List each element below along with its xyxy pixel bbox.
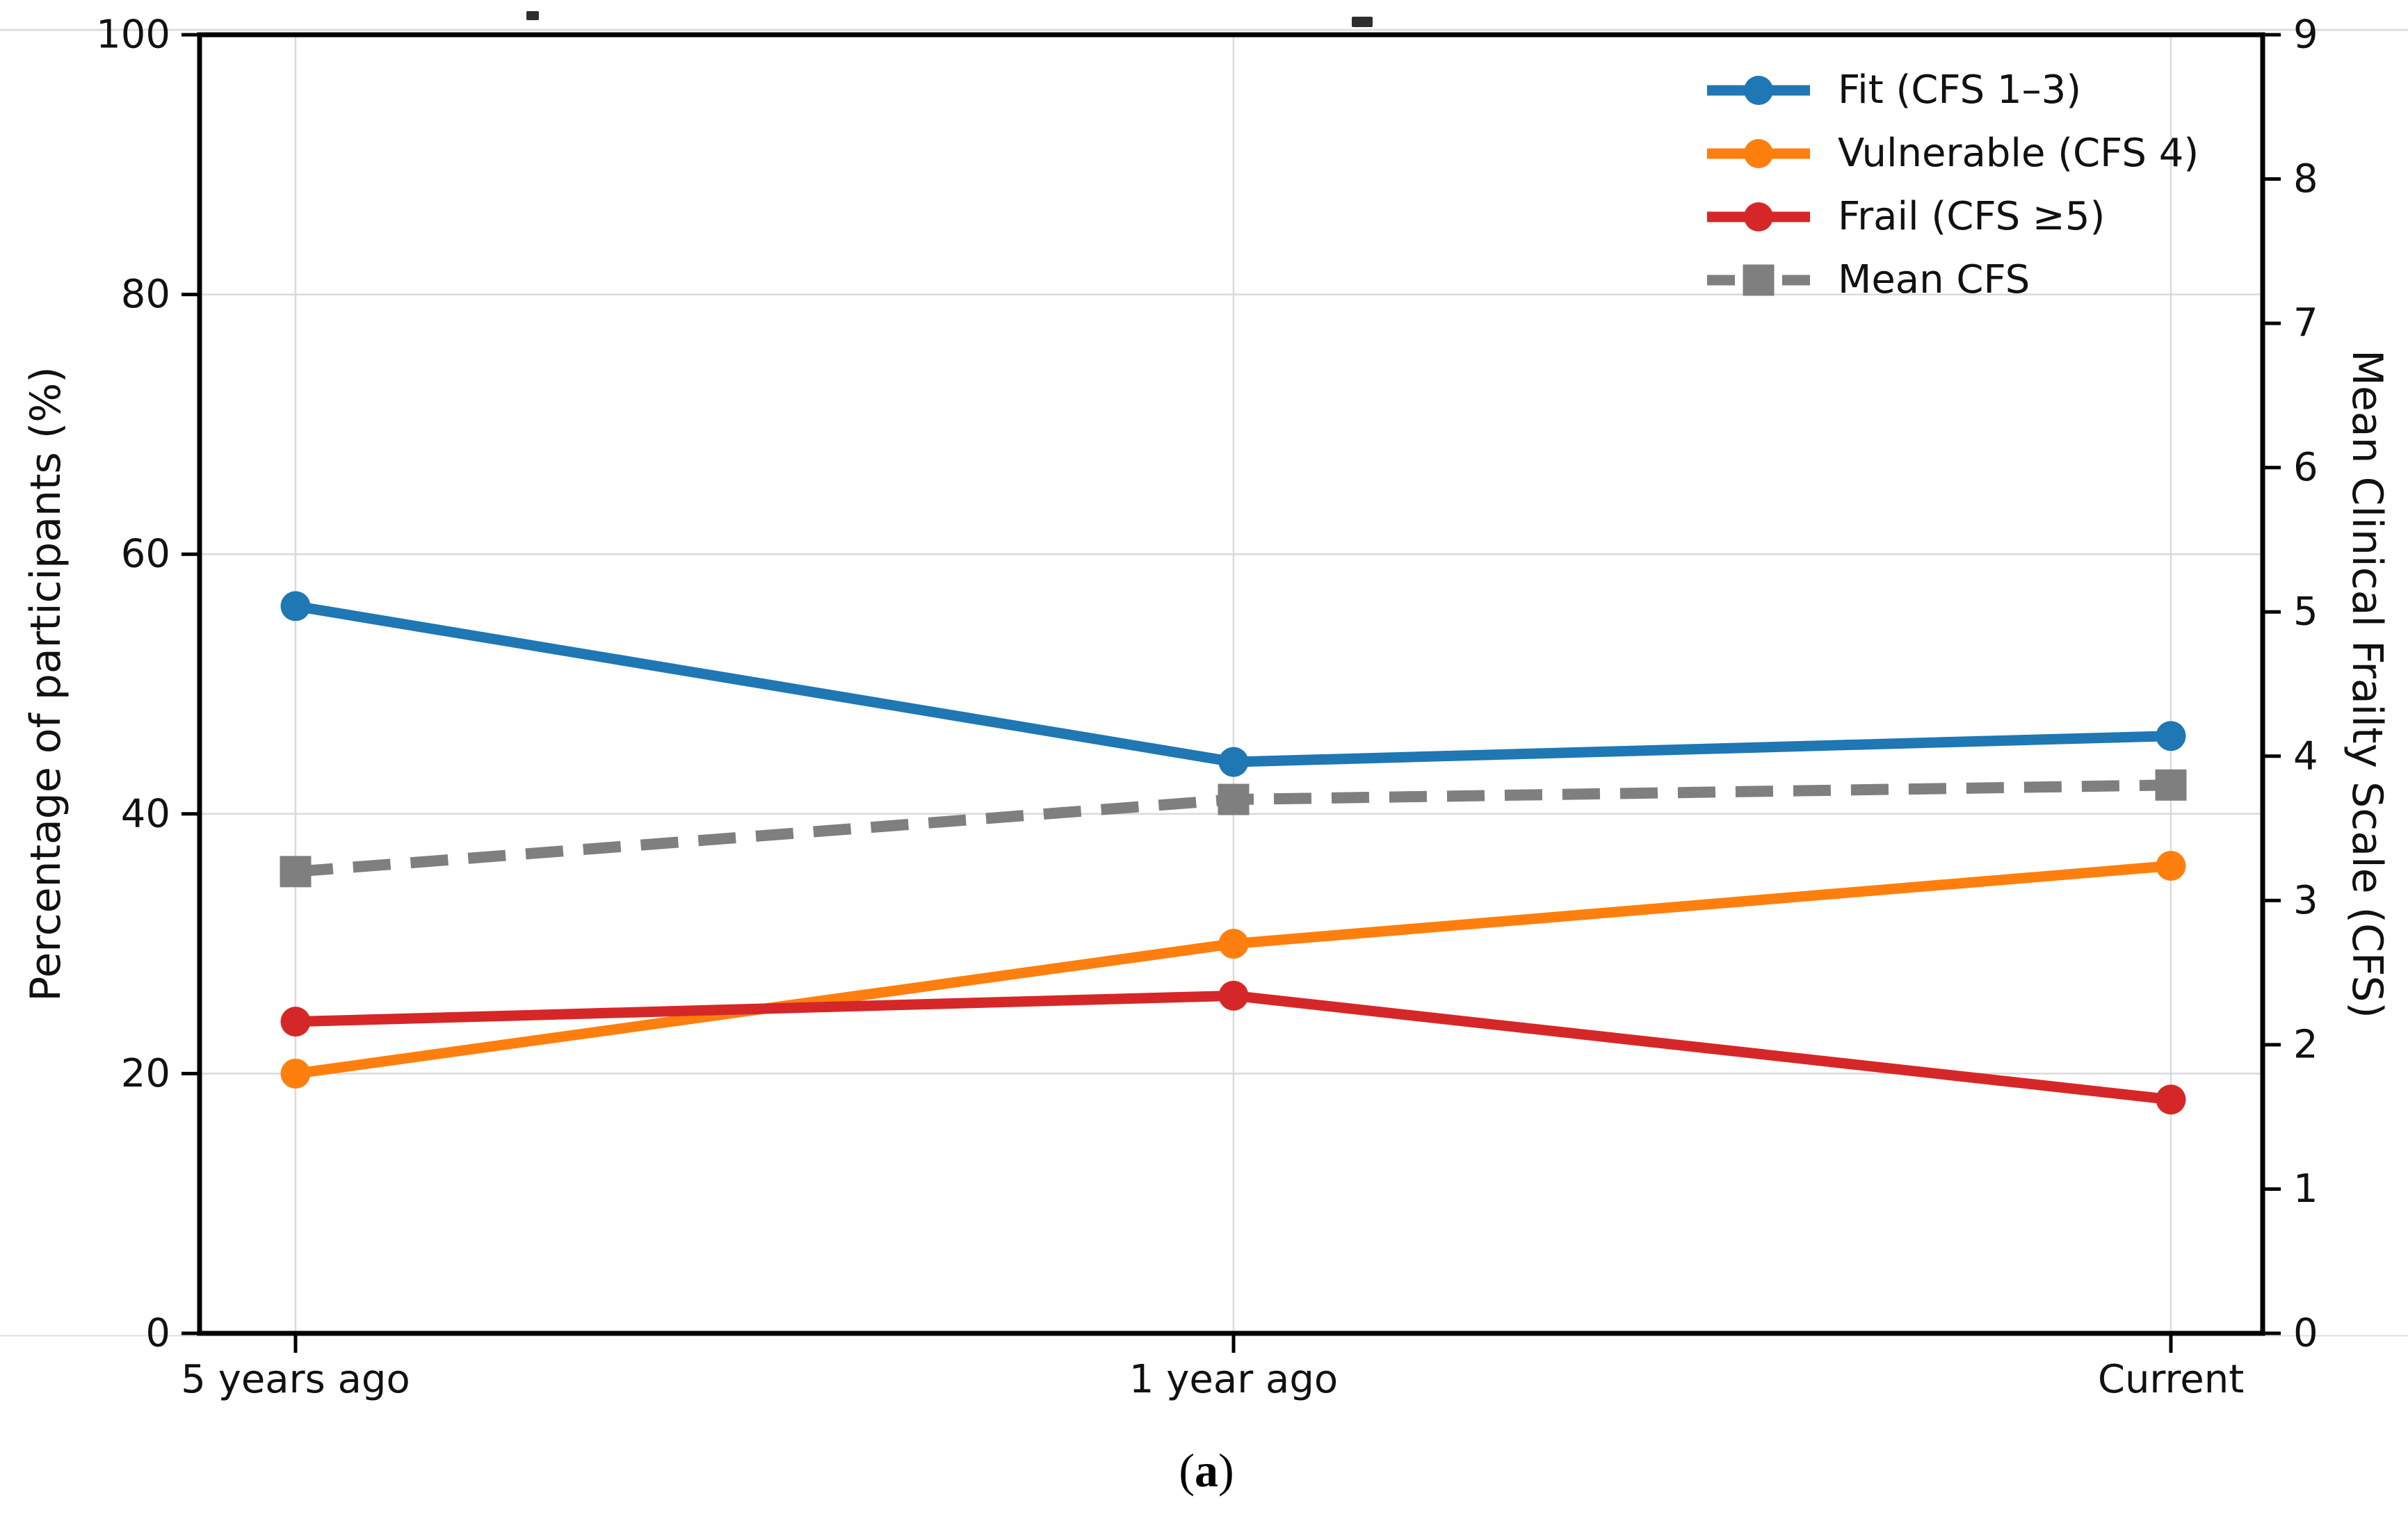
- y-left-tick-label: 20: [121, 1051, 170, 1096]
- caption-label: a: [1195, 1444, 1218, 1497]
- x-tick-label-current: Current: [2097, 1357, 2245, 1402]
- y-right-tick-label: 1: [2293, 1166, 2318, 1212]
- series-0-point-0: [280, 591, 311, 621]
- y-right-tick-label: 8: [2293, 156, 2318, 202]
- series-1-point-2: [2156, 851, 2186, 881]
- y-right-tick-label: 7: [2293, 301, 2318, 346]
- legend-marker-mean-cfs-icon: [1707, 263, 1810, 297]
- legend-dot-swatch: [1744, 75, 1773, 105]
- figure-caption: (a): [1179, 1443, 1234, 1498]
- series-2-point-2: [2156, 1084, 2186, 1115]
- y-right-tick-label: 9: [2293, 13, 2318, 58]
- y-right-tick-label: 4: [2293, 733, 2318, 779]
- legend-marker-frail-icon: [1707, 200, 1810, 234]
- cropped-text-remnant: [1352, 17, 1373, 27]
- caption-paren-close: ): [1218, 1444, 1234, 1497]
- left-axis-title: Percentage of participants (%): [22, 366, 70, 1002]
- legend-marker-vulnerable-icon: [1707, 137, 1810, 170]
- legend-dot-swatch: [1744, 138, 1773, 168]
- right-axis-title: Mean Clinical Frailty Scale (CFS): [2343, 350, 2391, 1018]
- y-right-tick-label: 5: [2293, 589, 2318, 635]
- cropped-text-remnant: [526, 11, 539, 20]
- series-1-point-0: [280, 1058, 311, 1089]
- y-left-tick-label: 0: [145, 1311, 170, 1356]
- legend-label: Fit (CFS 1–3): [1838, 67, 2082, 113]
- legend-item-fit: Fit (CFS 1–3): [1707, 58, 2199, 122]
- y-left-tick-label: 100: [96, 13, 170, 58]
- y-right-tick-label: 3: [2293, 878, 2318, 923]
- legend: Fit (CFS 1–3) Vulnerable (CFS 4) Frail (…: [1707, 58, 2199, 311]
- series-3-point-2: [2155, 769, 2187, 801]
- series-2-point-1: [1218, 980, 1249, 1011]
- legend-item-mean-cfs: Mean CFS: [1707, 248, 2199, 311]
- y-right-tick-label: 0: [2293, 1311, 2318, 1356]
- series-1-point-1: [1218, 929, 1249, 959]
- y-right-tick-label: 2: [2293, 1022, 2318, 1067]
- x-tick-label-1-year-ago: 1 year ago: [1129, 1357, 1339, 1402]
- legend-dot-swatch: [1744, 202, 1773, 231]
- caption-paren-open: (: [1179, 1444, 1195, 1497]
- plot-frame: [197, 32, 2265, 1336]
- series-3-point-1: [1218, 783, 1250, 815]
- series-0-point-1: [1218, 747, 1249, 777]
- legend-label: Frail (CFS ≥5): [1838, 193, 2106, 239]
- legend-marker-fit-icon: [1707, 74, 1810, 107]
- y-left-tick-label: 60: [121, 532, 170, 577]
- y-left-tick-label: 80: [121, 272, 170, 317]
- legend-label: Mean CFS: [1838, 257, 2030, 302]
- series-2-point-0: [280, 1007, 311, 1037]
- y-left-tick-label: 40: [121, 791, 170, 836]
- legend-dot-swatch: [1743, 264, 1775, 295]
- legend-item-frail: Frail (CFS ≥5): [1707, 185, 2199, 248]
- y-right-tick-label: 6: [2293, 445, 2318, 490]
- legend-label: Vulnerable (CFS 4): [1838, 130, 2199, 176]
- x-tick-label-5-years-ago: 5 years ago: [181, 1357, 410, 1402]
- series-3-point-0: [280, 856, 312, 888]
- legend-item-vulnerable: Vulnerable (CFS 4): [1707, 122, 2199, 185]
- series-0-point-2: [2156, 721, 2186, 751]
